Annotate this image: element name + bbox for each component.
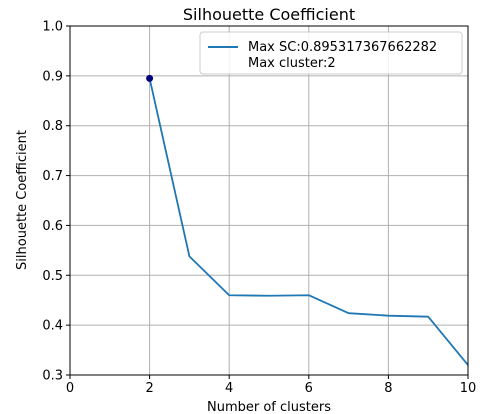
chart-title: Silhouette Coefficient: [183, 5, 355, 24]
y-tick-label: 0.5: [42, 269, 63, 284]
grid: [69, 25, 469, 376]
y-tick-label: 0.8: [42, 119, 63, 134]
x-ticks: 0 2 4 6 8 10: [66, 375, 476, 396]
y-tick-label: 0.4: [42, 319, 63, 334]
legend-line-2: Max cluster:2: [248, 56, 336, 71]
x-tick-label: 4: [225, 381, 233, 396]
legend-line-1: Max SC:0.895317367662282: [248, 40, 437, 55]
y-tick-label: 0.9: [42, 69, 63, 84]
legend-box: [199, 31, 463, 75]
series-line: [148, 78, 469, 366]
x-tick-label: 6: [305, 381, 313, 396]
legend: Max SC:0.895317367662282 Max cluster:2: [199, 31, 463, 75]
y-tick-label: 0.3: [42, 369, 63, 384]
y-tick-label: 0.7: [42, 169, 63, 184]
series-layer: [146, 74, 469, 366]
x-axis-label: Number of clusters: [207, 400, 331, 414]
x-tick-label: 8: [384, 381, 392, 396]
y-tick-label: 1.0: [42, 20, 63, 35]
y-axis-label: Silhouette Coefficient: [15, 130, 30, 270]
y-ticks: 0.3 0.4 0.5 0.6 0.7 0.8 0.9 1.0: [42, 20, 70, 384]
plot-frame: [69, 25, 469, 376]
y-tick-label: 0.6: [42, 219, 63, 234]
x-tick-label: 0: [66, 381, 74, 396]
x-tick-label: 2: [145, 381, 153, 396]
x-tick-label: 10: [460, 381, 477, 396]
max-point-marker: [146, 74, 154, 82]
